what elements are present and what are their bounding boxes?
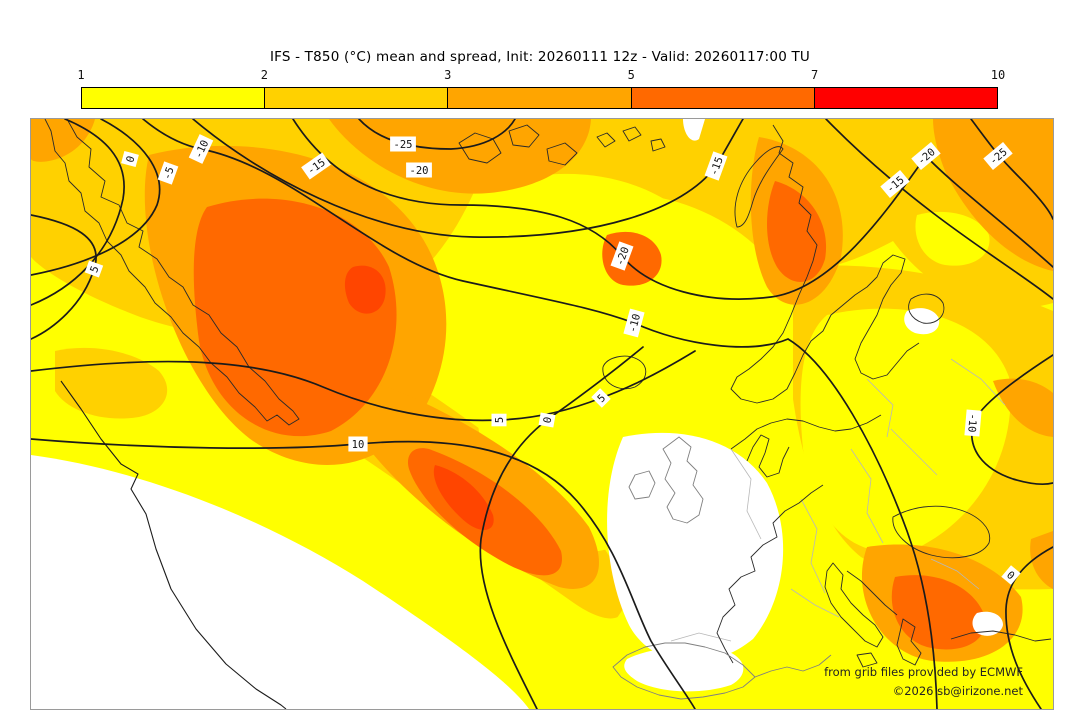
chart-title: IFS - T850 (°C) mean and spread, Init: 2… bbox=[269, 49, 811, 65]
colorbar-tick: 7 bbox=[810, 68, 819, 82]
contour-label: -10 bbox=[623, 308, 645, 338]
contour-label: 5 bbox=[491, 413, 507, 427]
contour-label: -5 bbox=[157, 161, 179, 185]
contour-minus5 bbox=[31, 119, 161, 276]
svg-text:10: 10 bbox=[352, 439, 365, 451]
contour-label: -20 bbox=[406, 162, 432, 178]
svg-text:-10: -10 bbox=[627, 313, 644, 334]
attribution-source: from grib files provided by ECMWF bbox=[824, 665, 1023, 679]
contour-minus15-east bbox=[825, 119, 1053, 300]
svg-text:0: 0 bbox=[124, 155, 137, 164]
contour-zero-mid bbox=[479, 346, 644, 709]
contour-minus25-west bbox=[358, 119, 516, 150]
contour-label: -10 bbox=[964, 409, 982, 437]
colorbar-tick: 10 bbox=[990, 68, 1006, 82]
contour-minus20 bbox=[292, 119, 1053, 300]
contour-label: 5 bbox=[591, 388, 611, 408]
svg-text:5: 5 bbox=[494, 417, 506, 423]
contour-label: -25 bbox=[390, 136, 416, 152]
contour-plus5-mid bbox=[31, 350, 696, 422]
spread-colorbar bbox=[81, 87, 998, 109]
svg-text:5: 5 bbox=[88, 264, 101, 274]
colorbar-tick: 3 bbox=[444, 68, 452, 82]
spread-fill-lt1 bbox=[31, 119, 1003, 709]
contour-label: 10 bbox=[348, 436, 368, 452]
colorbar-tick: 2 bbox=[260, 68, 269, 82]
colorbar-segment bbox=[82, 88, 265, 108]
colorbar-segment bbox=[630, 88, 814, 108]
svg-text:-5: -5 bbox=[161, 165, 177, 181]
colorbar-tick-row: 1 2 3 5 7 10 bbox=[77, 68, 1005, 84]
contour-label: 5 bbox=[84, 260, 104, 278]
coastlines bbox=[44, 119, 1052, 709]
contour-zero-east bbox=[1005, 546, 1053, 709]
map-area: 0 -5 -10 -15 -25 -20 -20 -10 -15 -15 -20 -25 10 5 0 5 5-… bbox=[30, 118, 1054, 710]
colorbar-tick: 1 bbox=[77, 68, 85, 82]
contour-label: -15 bbox=[704, 151, 728, 181]
attribution-copyright: ©2026 sb@irizone.net bbox=[892, 684, 1023, 698]
spread-fill-7-10 bbox=[344, 265, 494, 530]
colorbar-segment bbox=[813, 88, 998, 108]
svg-text:-10: -10 bbox=[965, 413, 979, 433]
contour-minus25-east bbox=[970, 119, 1053, 220]
contour-label: 0 bbox=[121, 150, 139, 168]
colorbar-tick: 5 bbox=[627, 68, 635, 82]
svg-text:-25: -25 bbox=[394, 139, 413, 151]
contour-plus10 bbox=[31, 438, 696, 709]
contour-label: 0 bbox=[538, 412, 556, 428]
contour-label: 0 bbox=[1001, 565, 1021, 585]
contour-minus10-east bbox=[971, 354, 1053, 486]
colorbar-segment bbox=[264, 88, 448, 108]
svg-text:0: 0 bbox=[542, 416, 555, 424]
contour-zero-west bbox=[31, 119, 125, 306]
contour-label: -20 bbox=[610, 241, 634, 271]
coastlines-grey bbox=[612, 436, 832, 700]
country-borders bbox=[670, 358, 1006, 642]
colorbar-segment bbox=[447, 88, 631, 108]
svg-text:-20: -20 bbox=[410, 165, 429, 177]
